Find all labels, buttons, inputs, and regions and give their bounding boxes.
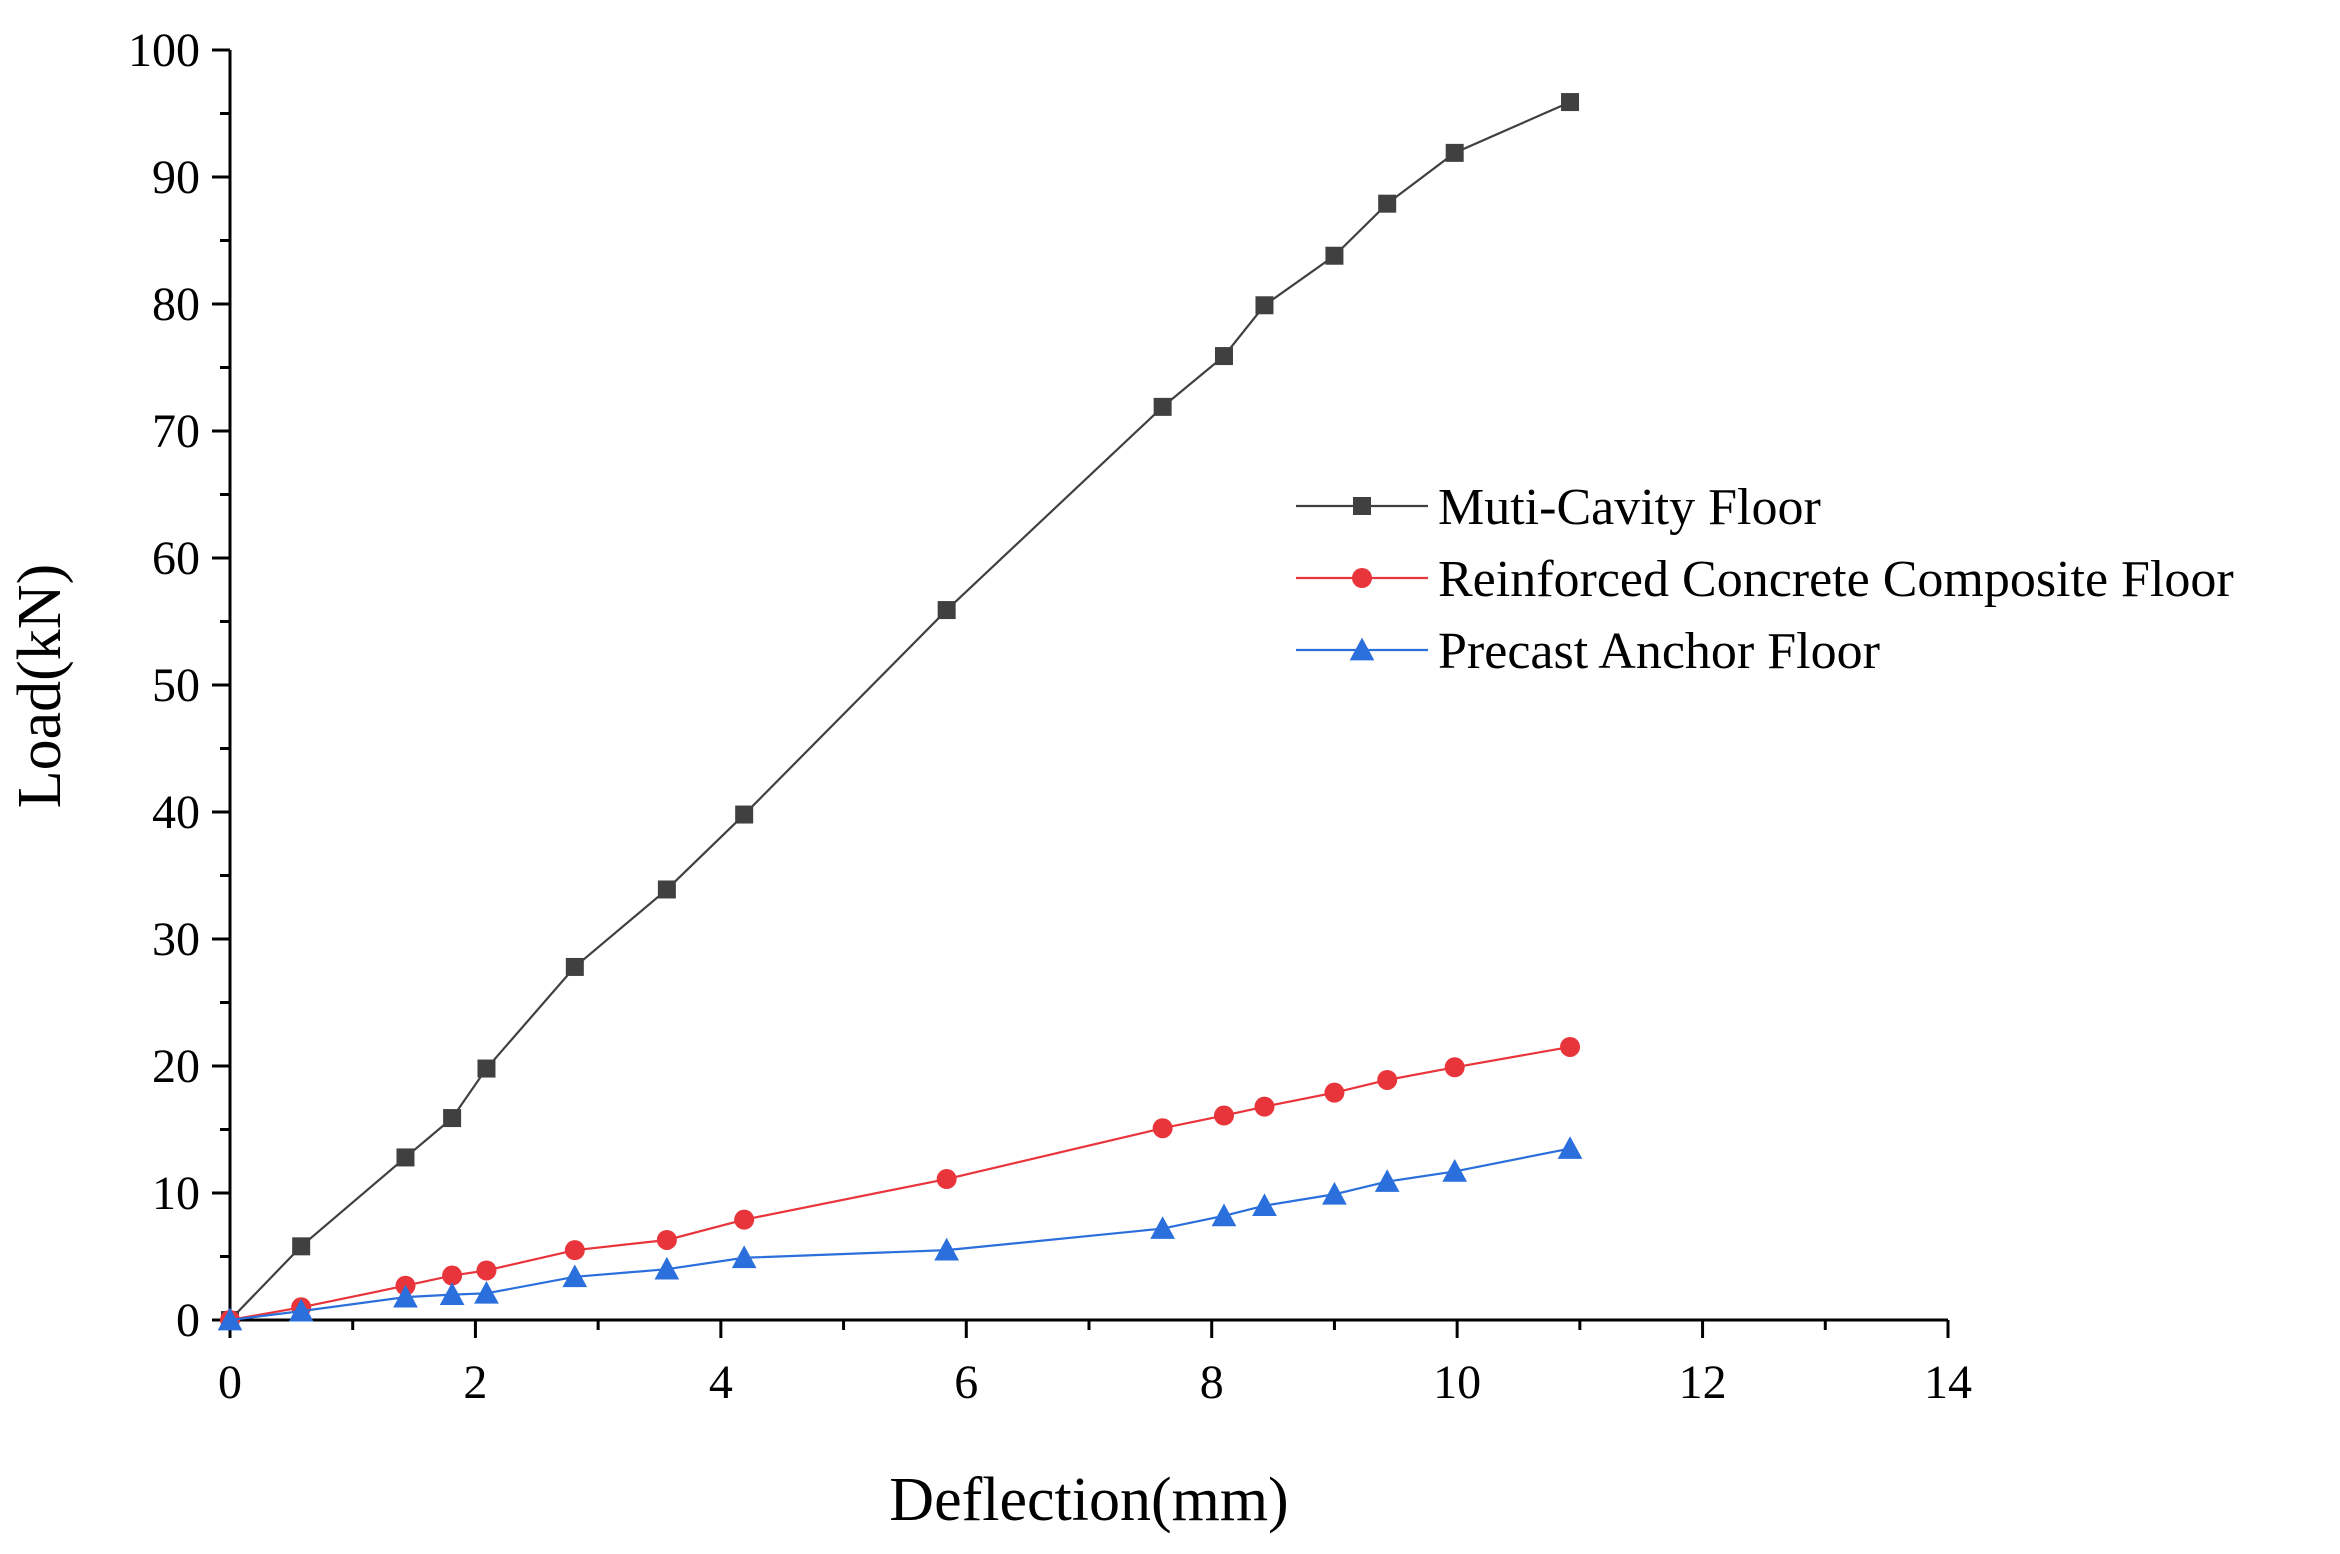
legend-label: Precast Anchor Floor: [1438, 623, 1880, 680]
y-tick-label: 70: [152, 405, 200, 458]
data-point: [1557, 1136, 1583, 1159]
series-layer: [217, 93, 1583, 1331]
data-point: [1378, 194, 1397, 213]
y-tick-label: 20: [152, 1040, 200, 1093]
x-tick-label: 10: [1433, 1356, 1481, 1409]
data-point: [443, 1109, 462, 1128]
data-point: [656, 1229, 677, 1250]
series-line: [229, 1045, 1571, 1322]
data-point: [1214, 347, 1233, 366]
data-point: [396, 1148, 415, 1167]
data-point: [442, 1265, 463, 1286]
legend-marker: [1349, 637, 1375, 661]
data-point: [1213, 1105, 1234, 1126]
data-point: [217, 1307, 243, 1331]
y-tick-label: 50: [152, 659, 200, 712]
y-axis-title: Load(kN): [6, 564, 74, 808]
axes: 0 2 4 6 8 10 12 14 0 10 20 30 40 50 60 70 80 90 100: [128, 24, 1972, 1409]
data-point: [657, 880, 676, 899]
x-tick-label: 4: [709, 1356, 733, 1409]
x-tick-label: 8: [1200, 1356, 1224, 1409]
data-point: [1152, 1118, 1173, 1139]
data-point: [1322, 1181, 1347, 1205]
data-point: [937, 601, 956, 620]
x-axis-title: Deflection(mm): [889, 1466, 1288, 1534]
legend-marker: [1352, 568, 1372, 588]
data-point: [1254, 1096, 1275, 1117]
data-point: [1150, 1216, 1175, 1239]
data-point: [1252, 1193, 1277, 1217]
data-point: [474, 1280, 499, 1304]
series-line: [229, 101, 1571, 1321]
data-point: [1374, 1169, 1400, 1192]
data-point: [654, 1256, 680, 1280]
data-point: [936, 1169, 957, 1190]
y-tick-label: 30: [152, 913, 200, 966]
series-3: [217, 1136, 1583, 1331]
data-point: [1153, 397, 1172, 416]
legend-label: Muti-Cavity Floor: [1438, 479, 1821, 536]
data-point: [562, 1264, 588, 1288]
data-point: [1444, 1057, 1465, 1078]
y-tick-label: 100: [128, 24, 200, 77]
series-line: [229, 1147, 1571, 1322]
legend-entry-1: Muti-Cavity Floor: [1296, 479, 1821, 536]
data-point: [292, 1237, 311, 1256]
data-point: [476, 1260, 497, 1281]
data-point: [477, 1059, 496, 1078]
legend-entry-3: Precast Anchor Floor: [1296, 623, 1880, 680]
y-tick-label: 0: [176, 1294, 200, 1347]
x-tick-label: 0: [218, 1356, 242, 1409]
data-point: [1255, 296, 1274, 315]
data-point: [288, 1298, 314, 1322]
data-point: [1377, 1069, 1398, 1090]
data-point: [731, 1245, 757, 1269]
y-tick-label: 40: [152, 786, 200, 839]
y-tick-label: 10: [152, 1167, 200, 1220]
data-point: [564, 1240, 585, 1261]
data-point: [393, 1284, 418, 1308]
x-tick-label: 6: [954, 1356, 978, 1409]
data-point: [1325, 246, 1344, 265]
data-point: [735, 805, 754, 824]
y-tick-label: 60: [152, 532, 200, 585]
data-point: [934, 1237, 960, 1261]
x-tick-label: 2: [463, 1356, 487, 1409]
legend-marker: [1353, 497, 1371, 515]
data-point: [1211, 1203, 1237, 1227]
data-point: [439, 1282, 465, 1305]
y-tick-label: 80: [152, 278, 200, 331]
legend-label: Reinforced Concrete Composite Floor: [1438, 551, 2234, 608]
legend-entry-2: Reinforced Concrete Composite Floor: [1296, 551, 2234, 608]
data-point: [1324, 1082, 1345, 1103]
data-point: [734, 1209, 755, 1230]
data-point: [1445, 143, 1464, 162]
data-point: [1561, 93, 1580, 112]
data-point: [1442, 1159, 1468, 1182]
x-tick-label: 14: [1924, 1356, 1972, 1409]
y-tick-label: 90: [152, 151, 200, 204]
series-1: [221, 93, 1580, 1329]
legend: Muti-Cavity Floor Reinforced Concrete Com…: [1296, 479, 2234, 680]
data-point: [1560, 1036, 1581, 1057]
data-point: [565, 957, 584, 976]
x-tick-label: 12: [1679, 1356, 1727, 1409]
